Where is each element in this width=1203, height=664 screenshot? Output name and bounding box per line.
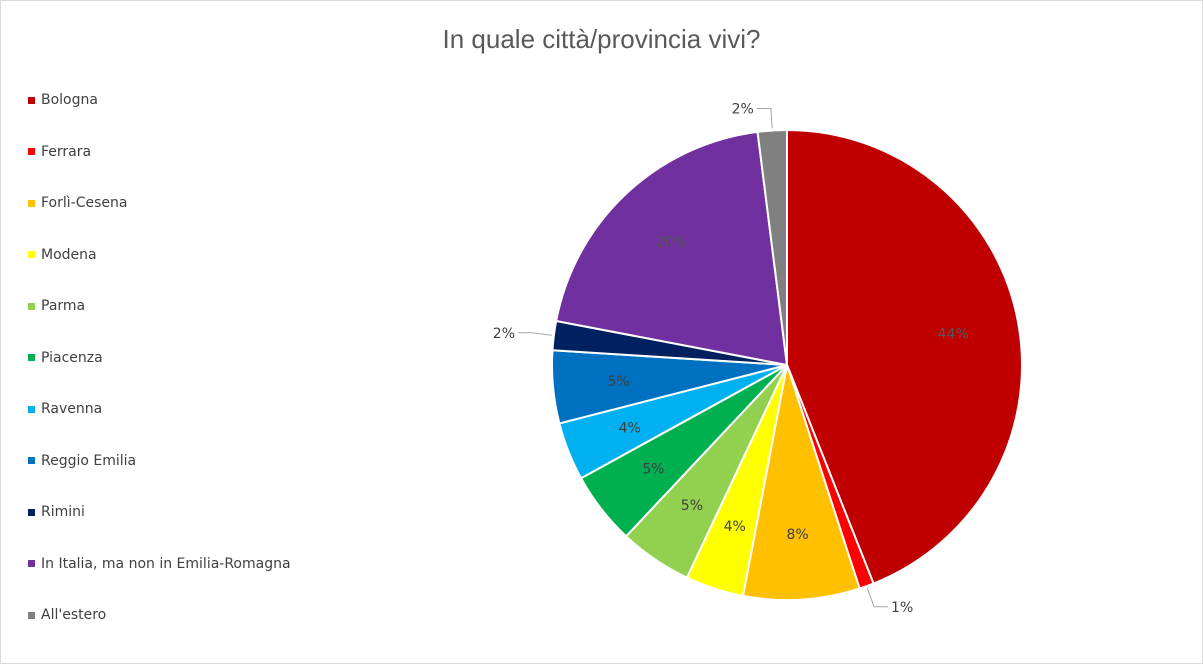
legend-item: Rimini (28, 502, 85, 522)
legend-swatch (28, 611, 35, 619)
legend-label: Rimini (41, 504, 85, 520)
legend-label: Ravenna (41, 401, 103, 417)
legend-item: All'estero (28, 605, 106, 625)
legend-item: Modena (28, 245, 97, 265)
data-label: 20% (656, 235, 687, 251)
legend-swatch (28, 96, 35, 104)
data-label: 2% (493, 326, 515, 342)
legend-label: In Italia, ma non in Emilia-Romagna (41, 555, 291, 572)
legend-swatch (28, 457, 35, 464)
legend-swatch (28, 148, 35, 155)
leader-line (518, 332, 552, 336)
legend-item: Forlì-Cesena (28, 193, 127, 213)
data-label: 44% (938, 326, 969, 342)
legend-swatch (28, 508, 35, 516)
legend-label: Forlì-Cesena (41, 195, 128, 211)
data-label: 2% (732, 102, 754, 118)
legend-item: Parma (28, 296, 85, 316)
data-label: 4% (724, 519, 746, 535)
legend-label: All'estero (41, 607, 107, 623)
legend-item: Ravenna (28, 399, 102, 419)
legend-swatch (28, 302, 35, 310)
leader-line (756, 108, 773, 129)
legend-label: Bologna (41, 92, 98, 108)
legend-item: Bologna (28, 90, 98, 110)
data-label: 5% (681, 498, 703, 514)
chart-title: In quale città/provincia vivi? (442, 24, 761, 54)
legend-swatch (28, 199, 35, 207)
pie-slice (554, 130, 789, 367)
data-label: 1% (891, 600, 913, 616)
legend-label: Modena (41, 246, 97, 263)
pie-slice (786, 128, 1023, 585)
data-label: 8% (787, 527, 809, 543)
legend-swatch (28, 354, 35, 361)
legend-label: Ferrara (41, 143, 92, 160)
legend-item: Piacenza (28, 348, 103, 368)
legend-item: Ferrara (28, 142, 91, 162)
legend-swatch (28, 251, 35, 258)
data-label: 5% (642, 462, 664, 478)
pie-slice (741, 364, 861, 601)
data-label: 5% (607, 374, 629, 390)
legend-label: Parma (41, 298, 86, 314)
legend-swatch (28, 405, 35, 413)
pie-slice (756, 128, 788, 366)
legend-label: Reggio Emilia (41, 452, 137, 469)
legend-item: In Italia, ma non in Emilia-Romagna (28, 554, 291, 574)
legend-swatch (28, 560, 35, 567)
data-label: 4% (619, 420, 641, 436)
legend-item: Reggio Emilia (28, 451, 136, 471)
leader-line (866, 587, 889, 608)
legend-label: Piacenza (41, 349, 103, 366)
